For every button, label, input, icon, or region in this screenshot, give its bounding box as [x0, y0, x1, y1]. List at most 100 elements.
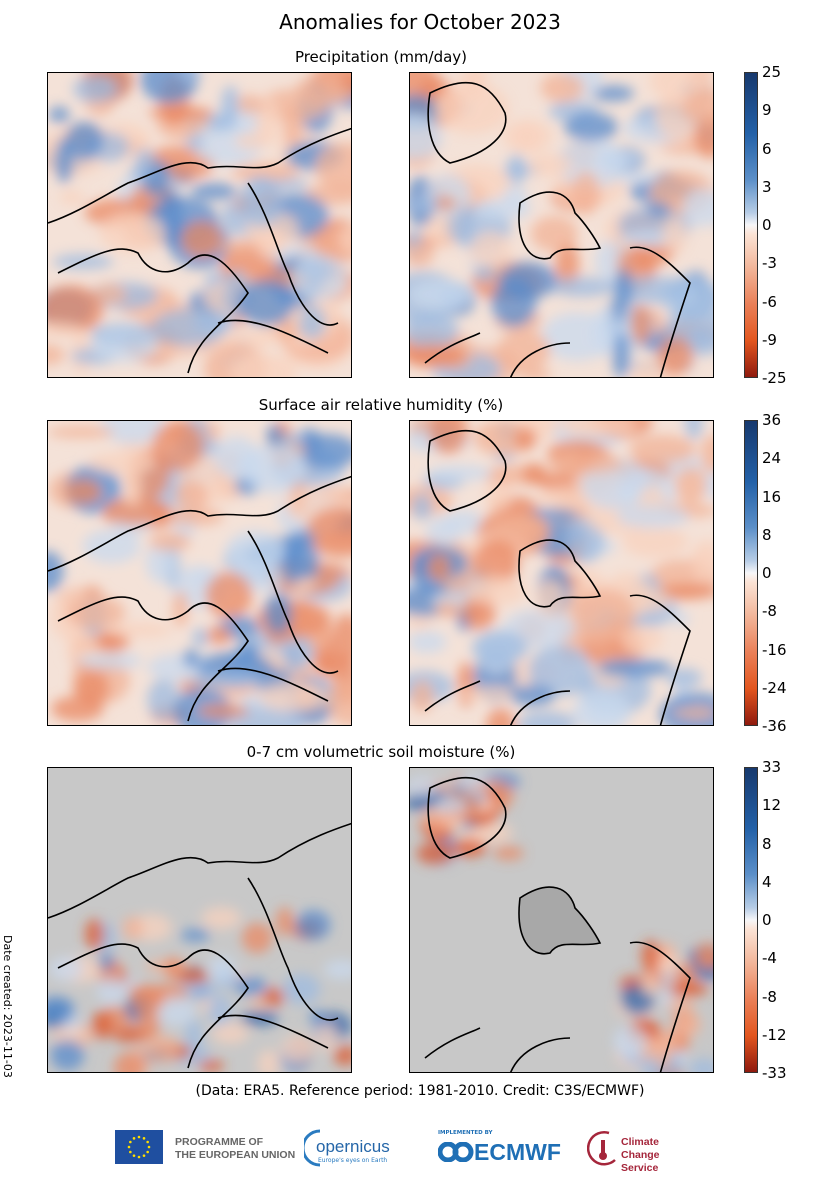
- anomaly-field-patch: [697, 954, 713, 969]
- anomaly-field-patch: [427, 464, 494, 482]
- c3s-logo: Climate Change Service: [587, 1130, 697, 1174]
- anomaly-field-patch: [124, 465, 142, 507]
- eu-line-2: THE EUROPEAN UNION: [175, 1149, 296, 1161]
- anomaly-field-patch: [315, 142, 351, 192]
- anomaly-field-patch: [671, 611, 690, 626]
- anomaly-field-patch: [509, 684, 556, 707]
- anomaly-field-patch: [492, 513, 548, 551]
- anomaly-field-patch: [662, 217, 688, 254]
- anomaly-field-patch: [667, 981, 709, 997]
- anomaly-field-patch: [641, 939, 661, 972]
- anomaly-field-patch: [674, 466, 707, 504]
- anomaly-field-patch: [48, 551, 64, 592]
- anomaly-field-patch: [410, 630, 447, 654]
- anomaly-field-patch: [474, 265, 496, 282]
- anomaly-field-patch: [657, 336, 694, 375]
- anomaly-field-patch: [48, 344, 65, 365]
- anomaly-field-patch: [172, 590, 189, 628]
- anomaly-field-patch: [84, 918, 105, 950]
- anomaly-field-patch: [585, 707, 623, 725]
- anomaly-field-patch: [212, 1022, 249, 1044]
- anomaly-field-patch: [99, 213, 166, 254]
- colorbar-tick-label: 0: [762, 564, 772, 582]
- anomaly-field-patch: [275, 906, 294, 936]
- anomaly-field-patch: [192, 121, 263, 167]
- anomaly-field-patch: [682, 90, 713, 125]
- anomaly-field-patch: [333, 1045, 351, 1066]
- anomaly-field-patch: [573, 588, 635, 640]
- colorbar-tick-label: 36: [762, 411, 782, 429]
- colorbar-tick-label: -36: [762, 717, 787, 735]
- anomaly-field-patch: [183, 648, 200, 668]
- colorbar-tick-label: 12: [762, 796, 782, 815]
- anomaly-field-patch: [290, 254, 348, 301]
- anomaly-field-patch: [410, 114, 443, 160]
- ecmwf-implemented-by: IMPLEMENTED BY: [438, 1130, 493, 1136]
- anomaly-field-patch: [207, 994, 232, 1026]
- anomaly-field-patch: [145, 541, 177, 584]
- anomaly-field-patch: [590, 85, 635, 102]
- anomaly-field-patch: [134, 148, 155, 176]
- anomaly-field-patch: [655, 1036, 672, 1068]
- colorbar-tick-label: 16: [762, 487, 782, 506]
- anomaly-field-patch: [561, 421, 637, 436]
- anomaly-field-patch: [225, 530, 285, 574]
- panel-title-humidity: Surface air relative humidity (%): [258, 396, 504, 414]
- map-precip-north: [47, 72, 352, 378]
- anomaly-field-patch: [410, 279, 475, 309]
- panel-title-soil-moisture: 0-7 cm volumetric soil moisture (%): [246, 743, 516, 761]
- anomaly-field-patch: [235, 131, 268, 150]
- anomaly-field-patch: [426, 553, 451, 582]
- anomaly-field-patch: [549, 276, 616, 298]
- anomaly-field-patch: [435, 197, 456, 210]
- anomaly-field-patch: [410, 680, 434, 713]
- anomaly-field-patch: [192, 627, 209, 648]
- anomaly-field-patch: [410, 776, 438, 798]
- anomaly-field-patch: [571, 171, 600, 216]
- anomaly-field-patch: [684, 421, 703, 440]
- anomaly-field-patch: [682, 188, 713, 227]
- anomaly-field-patch: [157, 996, 196, 1026]
- anomaly-field-patch: [613, 268, 633, 312]
- anomaly-field-patch: [646, 203, 672, 217]
- colorbar-precipitation: [744, 72, 758, 378]
- anomaly-field-patch: [98, 953, 115, 971]
- colorbar-tick-label: -9: [762, 330, 777, 349]
- anomaly-field-patch: [191, 182, 237, 200]
- anomaly-field-patch: [121, 916, 144, 941]
- anomaly-field-patch: [502, 119, 553, 153]
- anomaly-field-patch: [425, 174, 471, 217]
- colorbar-tick-label: -25: [762, 369, 787, 387]
- anomaly-field-patch: [49, 956, 84, 982]
- anomaly-field-patch: [190, 671, 265, 688]
- colorbar-tick-label: -6: [762, 292, 777, 311]
- anomaly-field-patch: [282, 548, 304, 585]
- anomaly-field-patch: [147, 106, 214, 120]
- coastline: [424, 776, 691, 1072]
- anomaly-field-patch: [496, 330, 551, 371]
- anomaly-field-patch: [238, 176, 283, 228]
- anomaly-field-patch: [73, 671, 110, 706]
- anomaly-field-patch: [201, 906, 242, 930]
- anomaly-field-patch: [564, 112, 618, 142]
- anomaly-field-patch: [164, 956, 183, 980]
- anomaly-field-patch: [91, 323, 160, 363]
- anomaly-field-patch: [416, 842, 455, 865]
- anomaly-field-patch: [64, 479, 102, 504]
- anomaly-field-patch: [88, 452, 156, 474]
- anomaly-field-patch: [622, 526, 689, 558]
- anomaly-field-patch: [145, 1034, 180, 1064]
- anomaly-field-patch: [282, 104, 303, 146]
- anomaly-field-patch: [507, 153, 526, 186]
- anomaly-field-patch: [176, 968, 209, 985]
- anomaly-field-patch: [530, 215, 578, 252]
- colorbar-humidity: [744, 420, 758, 726]
- anomaly-field-patch: [675, 1012, 702, 1037]
- anomaly-field-patch: [220, 85, 240, 122]
- anomaly-field-patch: [326, 680, 351, 725]
- anomaly-field-patch: [192, 313, 235, 334]
- anomaly-field-patch: [630, 304, 651, 345]
- anomaly-field-patch: [48, 106, 70, 123]
- anomaly-field-patch: [443, 509, 484, 535]
